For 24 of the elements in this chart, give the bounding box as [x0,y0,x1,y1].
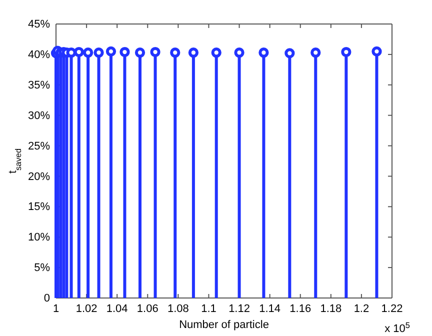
y-tick-label: 25% [28,140,50,152]
x-tick-label: 1.16 [290,302,312,315]
x-tick-label: 1.06 [136,302,158,315]
y-tick-label: 40% [28,48,50,61]
x-tick-label: 1.1 [201,302,216,315]
text: x 10$^{5}$ [384,320,410,335]
x-tick-label: 1.12 [228,302,250,315]
x-tick-label: 1.02 [76,302,98,315]
y-tick-label: 45% [28,18,50,31]
y-tick-label: 10% [28,232,50,244]
y-tick-label: 5% [34,262,50,274]
x-tick-label: 1.18 [320,302,342,315]
x-tick-label: 1 [52,302,60,315]
x-tick-label: 1.04 [106,302,128,315]
x-tick-label: 1.22 [381,302,403,315]
y-tick-label: 20% [28,170,50,183]
x-tick-label: 1.2 [354,302,370,315]
y-tick-label: 35% [28,79,50,92]
y-tick-label: 0 [44,292,50,305]
y-tick-label: 30% [28,110,50,122]
y-tick-label: 15% [28,201,50,214]
x-axis-title: Number of particle [179,319,269,331]
x-tick-label: 1.14 [259,302,281,315]
x-tick-label: 1.08 [167,302,189,315]
